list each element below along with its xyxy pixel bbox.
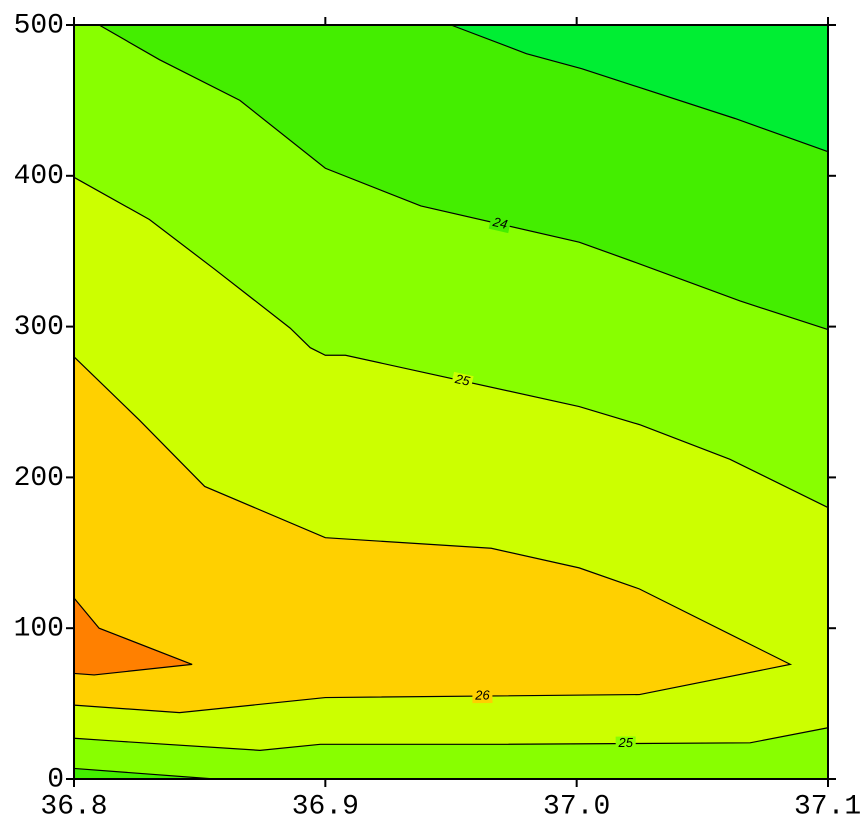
contour-line	[450, 24, 829, 153]
contour-label: 25	[617, 735, 633, 750]
contour-fill	[99, 25, 829, 330]
contour-label: 25	[453, 371, 472, 389]
x-tick-label: 37.0	[543, 791, 610, 818]
contour-line	[73, 176, 829, 509]
contour-label-bg	[451, 371, 474, 390]
contour-line	[73, 767, 215, 780]
y-tick-label: 0	[47, 764, 64, 795]
contour-label-group: 25	[615, 735, 636, 751]
contour-label: 24	[491, 214, 509, 232]
contour-label-group: 24	[488, 214, 512, 234]
contour-line	[98, 24, 829, 331]
y-tick-label: 500	[14, 10, 64, 41]
contour-label: 26	[474, 687, 490, 702]
contour-label-bg	[488, 215, 512, 234]
y-tick-label: 100	[14, 614, 64, 645]
y-tick-label: 200	[14, 463, 64, 494]
x-tick-label: 37.1	[794, 791, 861, 818]
contour-fill	[74, 356, 791, 713]
contour-fill	[74, 727, 828, 779]
contour-label-bg	[615, 736, 636, 751]
contour-fill	[74, 598, 193, 675]
x-tick-label: 36.8	[40, 791, 107, 818]
contour-label-group: 26	[472, 687, 493, 704]
contour-line	[73, 727, 829, 751]
contour-line	[73, 356, 793, 714]
contour-line	[73, 597, 193, 676]
y-tick-label: 300	[14, 312, 64, 343]
contour-fill	[451, 25, 828, 152]
contour-label-group: 25	[451, 371, 474, 390]
contour-label-bg	[472, 688, 493, 704]
plot-frame	[73, 24, 829, 780]
y-tick-label: 400	[14, 161, 64, 192]
x-tick-label: 36.9	[292, 791, 359, 818]
